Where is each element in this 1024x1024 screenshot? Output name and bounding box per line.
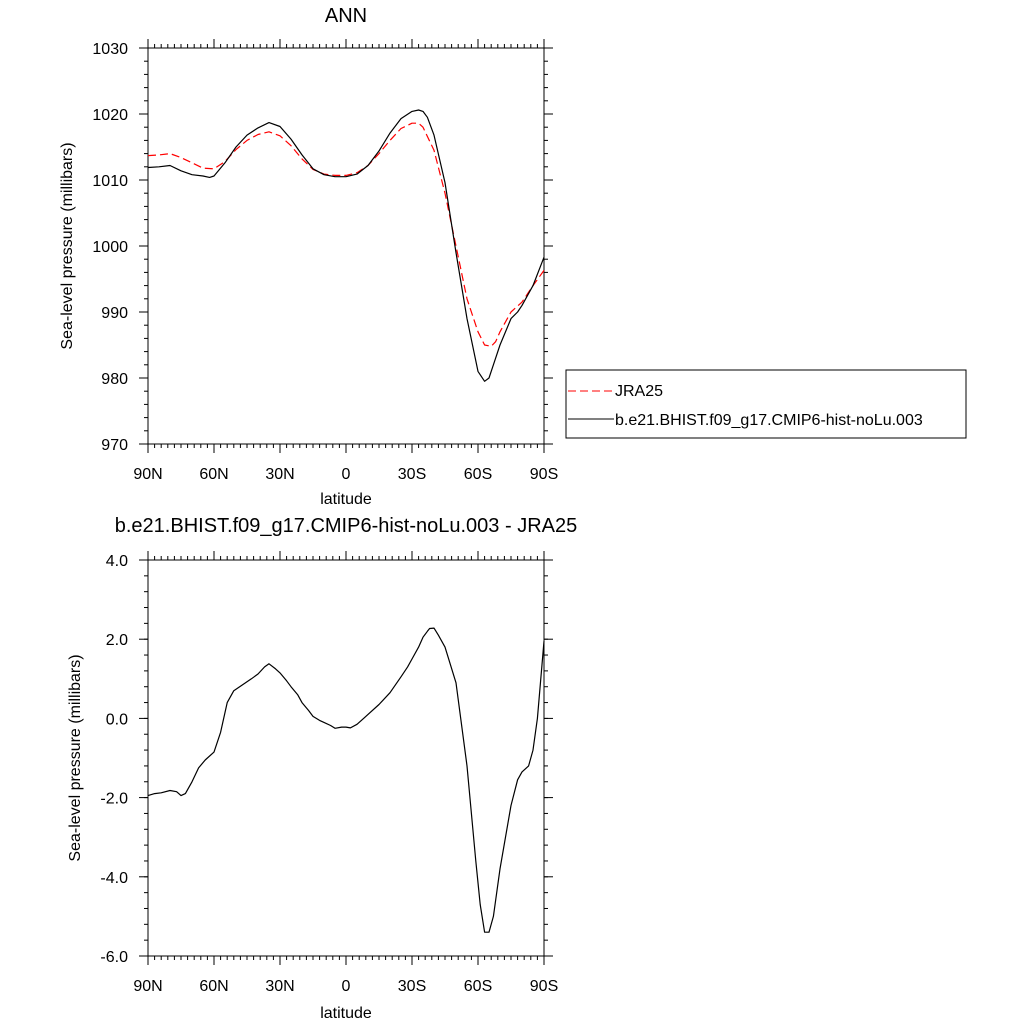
bottom-series-lines xyxy=(147,627,545,933)
y-tick-label: 4.0 xyxy=(106,553,128,570)
bottom-x-axis-label: latitude xyxy=(320,1005,372,1022)
x-tick-label: 0 xyxy=(342,466,351,483)
top-y-tick-labels: 970 980 990 1000 1010 1020 1030 xyxy=(92,41,128,454)
x-tick-label: 90N xyxy=(133,978,162,995)
y-tick-label: 1020 xyxy=(92,107,128,124)
y-tick-label: 980 xyxy=(101,371,128,388)
x-tick-label: 60N xyxy=(199,466,228,483)
bottom-x-tick-labels: 90N 60N 30N 0 30S 60S 90S xyxy=(133,978,558,995)
y-tick-label: 0.0 xyxy=(106,711,128,728)
bottom-tick-marks xyxy=(139,551,553,965)
x-tick-label: 30S xyxy=(398,466,426,483)
top-plot-frame xyxy=(147,47,545,445)
y-tick-label: 990 xyxy=(101,305,128,322)
y-tick-label: 1030 xyxy=(92,41,128,58)
x-tick-label: 90S xyxy=(530,978,558,995)
x-tick-label: 90N xyxy=(133,466,162,483)
top-panel: ANN 970 980 990 1000 1010 1020 1030 90N 60N 30N 0… xyxy=(59,5,967,508)
y-tick-label: -4.0 xyxy=(100,870,128,887)
x-tick-label: 90S xyxy=(530,466,558,483)
legend-label-jra25: JRA25 xyxy=(615,383,663,400)
bottom-chart-title: b.e21.BHIST.f09_g17.CMIP6-hist-noLu.003 … xyxy=(115,515,577,537)
x-tick-label: 30N xyxy=(265,978,294,995)
bottom-y-axis-label: Sea-level pressure (millibars) xyxy=(67,654,84,861)
x-tick-label: 0 xyxy=(342,978,351,995)
top-tick-marks xyxy=(139,39,553,453)
top-x-tick-labels: 90N 60N 30N 0 30S 60S 90S xyxy=(133,466,558,483)
y-tick-label: 970 xyxy=(101,437,128,454)
top-chart-title: ANN xyxy=(325,5,367,27)
bottom-panel: b.e21.BHIST.f09_g17.CMIP6-hist-noLu.003 … xyxy=(67,515,577,1022)
top-y-axis-label: Sea-level pressure (millibars) xyxy=(59,142,76,349)
x-tick-label: 60N xyxy=(199,978,228,995)
y-tick-label: 1000 xyxy=(92,239,128,256)
y-tick-label: -2.0 xyxy=(100,791,128,808)
x-tick-label: 30N xyxy=(265,466,294,483)
bottom-y-tick-labels: -6.0 -4.0 -2.0 0.0 2.0 4.0 xyxy=(100,553,128,966)
y-tick-label: 1010 xyxy=(92,173,128,190)
legend-box xyxy=(565,369,967,439)
y-tick-label: -6.0 xyxy=(100,949,128,966)
legend-label-model: b.e21.BHIST.f09_g17.CMIP6-hist-noLu.003 xyxy=(615,412,923,429)
x-tick-label: 60S xyxy=(464,466,492,483)
series-line-difference xyxy=(147,627,545,933)
top-series-lines xyxy=(147,109,545,382)
y-tick-label: 2.0 xyxy=(106,632,128,649)
legend: JRA25 b.e21.BHIST.f09_g17.CMIP6-hist-noL… xyxy=(565,369,967,439)
x-tick-label: 60S xyxy=(464,978,492,995)
series-line-jra25 xyxy=(147,122,545,347)
x-tick-label: 30S xyxy=(398,978,426,995)
series-line-b-e21-bhist-f09-g17-cmip6-hist-nolu-003 xyxy=(147,109,545,382)
top-x-axis-label: latitude xyxy=(320,491,372,508)
